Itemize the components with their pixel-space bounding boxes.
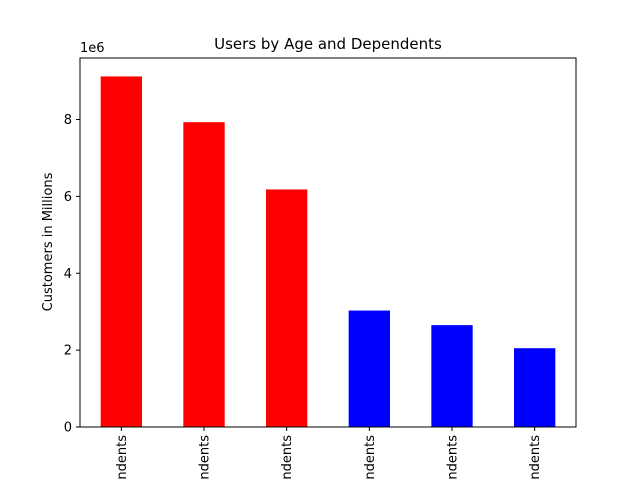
y-axis-label: Customers in Millions: [41, 172, 56, 311]
bars-group: [100, 76, 556, 428]
bar-4: [348, 310, 390, 427]
bar-6: [514, 348, 556, 427]
chart-title: Users by Age and Dependents: [214, 35, 442, 53]
bar-1: [100, 76, 142, 427]
x-tick-label: ndents: [280, 435, 295, 480]
y-tick-label: 0: [64, 421, 72, 436]
x-tick-label: ndents: [528, 435, 543, 480]
y-tick-label: 6: [64, 190, 72, 205]
y-axis: 0 2 4 6 8: [64, 113, 80, 436]
bar-3: [266, 189, 308, 427]
bar-2: [183, 122, 225, 428]
y-tick-label: 8: [64, 113, 72, 128]
x-tick-label: ndents: [198, 435, 213, 480]
plot-frame: [79, 57, 577, 428]
bar-5: [431, 325, 473, 427]
y-axis-offset-label: 1e6: [80, 41, 105, 56]
y-tick-label: 2: [64, 344, 72, 359]
x-tick-label: ndents: [363, 435, 378, 480]
y-tick-label: 4: [64, 267, 72, 282]
x-tick-label: ndents: [446, 435, 461, 480]
x-axis: ndents ndents ndents ndents ndents ndents: [115, 427, 543, 480]
x-tick-label: ndents: [115, 435, 130, 480]
